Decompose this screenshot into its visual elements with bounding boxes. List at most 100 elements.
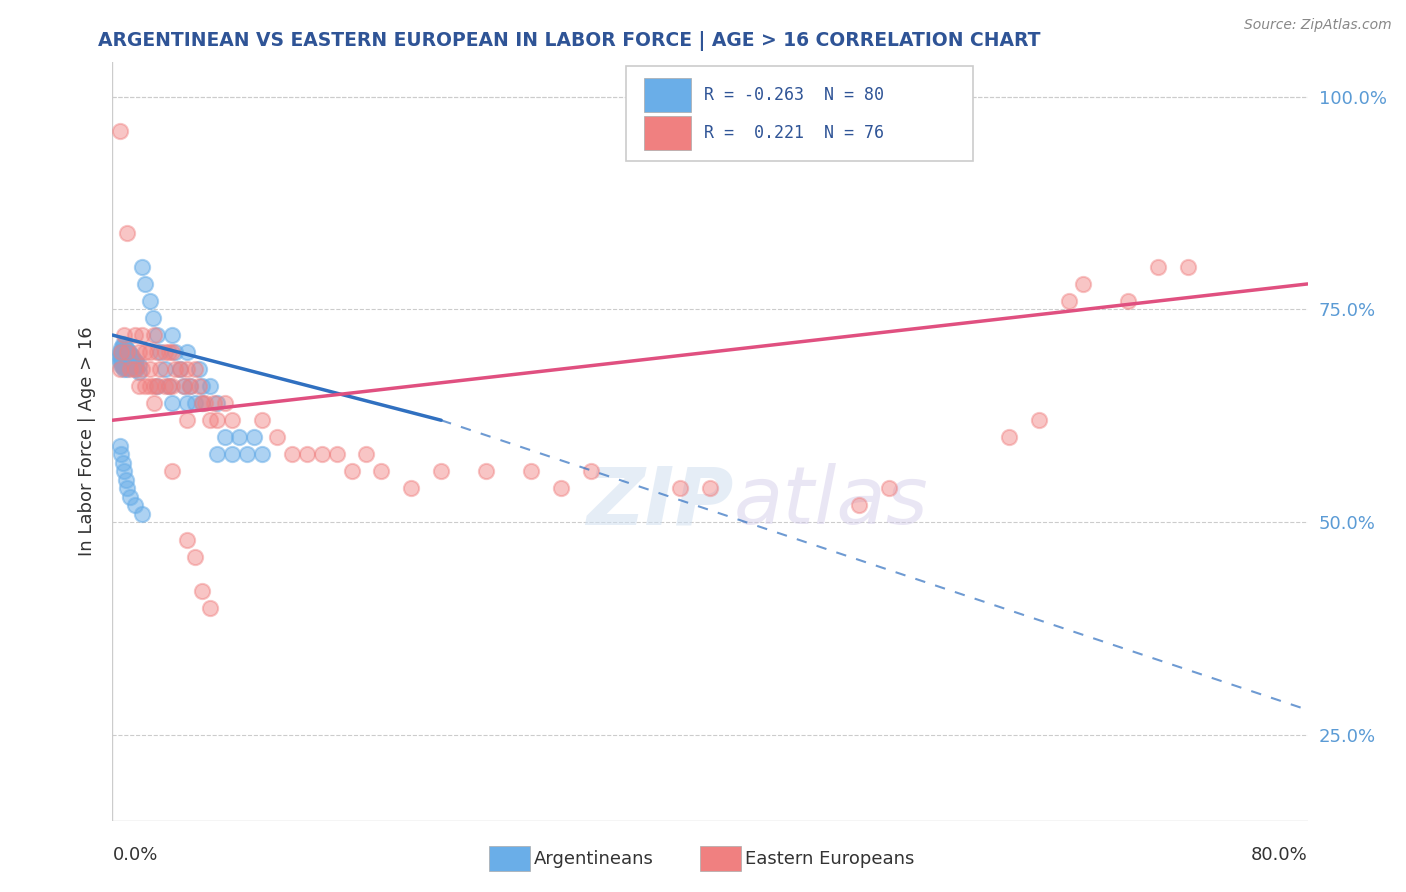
Point: [1073, 277, 1095, 291]
Point: [162, 379, 183, 393]
Point: [134, 277, 156, 291]
Point: [146, 328, 169, 343]
Point: [162, 328, 183, 343]
Point: [114, 357, 135, 371]
Text: R =  0.221  N = 76: R = 0.221 N = 76: [704, 124, 884, 142]
Point: [110, 347, 132, 361]
Point: [1147, 260, 1170, 274]
Point: [153, 379, 176, 393]
Point: [176, 413, 198, 427]
Point: [250, 413, 273, 427]
Point: [183, 549, 205, 564]
Point: [110, 341, 132, 355]
Point: [205, 413, 228, 427]
Point: [131, 260, 153, 274]
Point: [134, 345, 156, 359]
Point: [194, 396, 217, 410]
Point: [111, 343, 134, 358]
Point: [114, 328, 135, 343]
Text: Argentineans: Argentineans: [534, 850, 654, 868]
Point: [162, 345, 183, 359]
Point: [110, 358, 132, 372]
Point: [121, 355, 143, 369]
Point: [121, 349, 143, 363]
Point: [110, 351, 132, 366]
Point: [118, 358, 141, 372]
Point: [118, 345, 141, 359]
Point: [169, 362, 191, 376]
Point: [848, 499, 870, 513]
Point: [176, 345, 198, 359]
Point: [115, 347, 138, 361]
Text: R = -0.263  N = 80: R = -0.263 N = 80: [704, 86, 884, 104]
Point: [143, 379, 166, 393]
Point: [191, 396, 214, 410]
Point: [108, 439, 131, 453]
Point: [114, 464, 135, 478]
Point: [183, 396, 205, 410]
Point: [131, 362, 153, 376]
Point: [118, 351, 141, 366]
Point: [356, 447, 378, 461]
Point: [157, 379, 180, 393]
Point: [108, 345, 131, 359]
Point: [198, 600, 221, 615]
Point: [340, 464, 363, 478]
Point: [120, 360, 142, 375]
Point: [120, 347, 142, 361]
Point: [111, 456, 134, 470]
Point: [149, 362, 172, 376]
Point: [198, 379, 221, 393]
Y-axis label: In Labor Force | Age > 16: In Labor Force | Age > 16: [77, 326, 96, 557]
Point: [1057, 293, 1080, 308]
Point: [117, 343, 139, 358]
Point: [281, 447, 304, 461]
Point: [295, 447, 318, 461]
Point: [311, 447, 333, 461]
Point: [115, 359, 138, 374]
Point: [205, 396, 228, 410]
Point: [165, 345, 187, 359]
Point: [124, 362, 146, 376]
Point: [153, 345, 176, 359]
Point: [179, 379, 201, 393]
Point: [111, 349, 134, 363]
Point: [699, 482, 721, 496]
Point: [108, 349, 131, 363]
Point: [157, 379, 180, 393]
Point: [110, 447, 132, 461]
Point: [139, 293, 162, 308]
Point: [250, 447, 273, 461]
Point: [142, 311, 165, 326]
Point: [669, 482, 692, 496]
Point: [128, 358, 150, 372]
Text: ARGENTINEAN VS EASTERN EUROPEAN IN LABOR FORCE | AGE > 16 CORRELATION CHART: ARGENTINEAN VS EASTERN EUROPEAN IN LABOR…: [98, 31, 1040, 51]
Point: [169, 362, 191, 376]
Point: [191, 583, 214, 598]
Point: [124, 360, 146, 375]
Point: [221, 413, 243, 427]
Point: [146, 379, 169, 393]
Point: [1118, 293, 1140, 308]
Point: [122, 358, 145, 372]
Point: [111, 360, 134, 375]
Point: [108, 353, 131, 368]
Point: [146, 345, 169, 359]
Point: [117, 345, 139, 359]
Point: [214, 430, 236, 444]
Point: [183, 362, 205, 376]
Point: [475, 464, 498, 478]
FancyBboxPatch shape: [644, 116, 690, 150]
Point: [108, 123, 131, 137]
Point: [143, 328, 166, 343]
Point: [188, 362, 211, 376]
Point: [125, 362, 148, 376]
Point: [125, 355, 148, 369]
Point: [205, 447, 228, 461]
Point: [111, 355, 134, 369]
Point: [198, 413, 221, 427]
Point: [124, 353, 146, 368]
Point: [128, 365, 150, 379]
Text: Source: ZipAtlas.com: Source: ZipAtlas.com: [1244, 18, 1392, 32]
Point: [143, 396, 166, 410]
